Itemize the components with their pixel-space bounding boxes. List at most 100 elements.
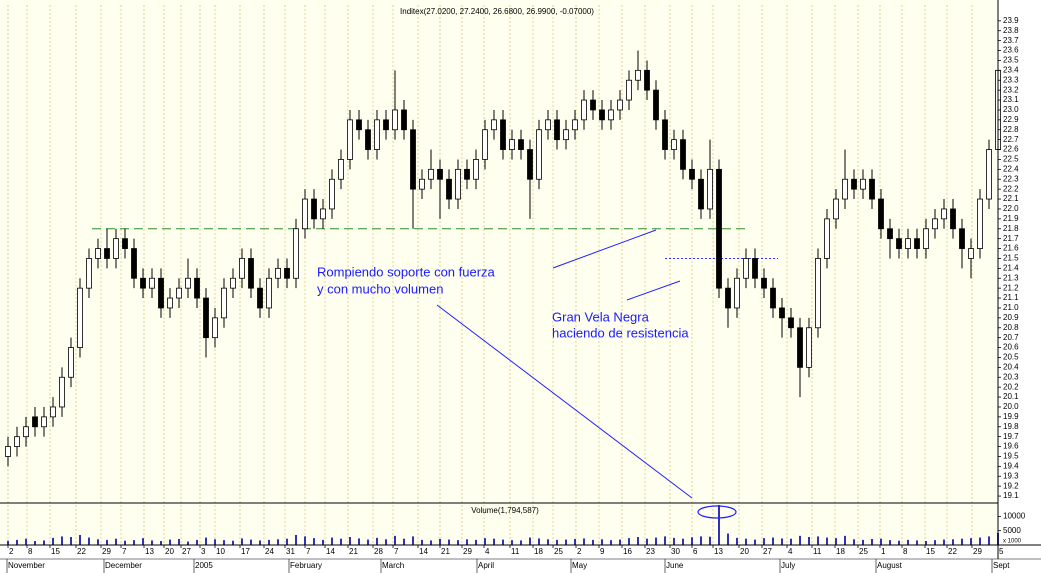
volume-bar bbox=[169, 539, 171, 545]
candle-body bbox=[887, 228, 893, 240]
candle-body bbox=[914, 238, 920, 249]
x-tick-label: 14 bbox=[326, 547, 335, 556]
y-tick-label: 23.6 bbox=[1003, 46, 1019, 55]
volume-bar bbox=[763, 538, 765, 545]
candle-body bbox=[482, 129, 488, 160]
candle-body bbox=[509, 139, 515, 150]
candle-body bbox=[23, 426, 29, 438]
volume-bar bbox=[826, 537, 828, 545]
candle-body bbox=[653, 89, 659, 121]
candle-body bbox=[545, 119, 551, 131]
candle-body bbox=[419, 178, 425, 190]
volume-bar bbox=[691, 537, 693, 545]
candle-body bbox=[815, 258, 821, 329]
volume-bar bbox=[754, 539, 756, 545]
volume-bar bbox=[565, 539, 567, 545]
y-tick-label: 19.8 bbox=[1003, 422, 1019, 431]
volume-bar bbox=[961, 538, 963, 545]
candle-body bbox=[905, 238, 911, 249]
y-tick-label: 23.5 bbox=[1003, 56, 1019, 65]
candle-body bbox=[437, 168, 443, 180]
x-tick-label: 9 bbox=[600, 547, 605, 556]
candle-body bbox=[797, 327, 803, 368]
volume-bar bbox=[601, 539, 603, 545]
candle-body bbox=[554, 119, 560, 141]
x-tick-label: 18 bbox=[534, 547, 543, 556]
candle-body bbox=[104, 248, 110, 259]
volume-bar bbox=[277, 539, 279, 545]
candle-body bbox=[158, 277, 164, 309]
y-tick-label: 19.5 bbox=[1003, 452, 1019, 461]
candle-body bbox=[473, 159, 479, 180]
y-tick-label: 20.8 bbox=[1003, 323, 1019, 332]
candle-body bbox=[455, 168, 461, 200]
volume-bar bbox=[898, 540, 900, 545]
volume-bar bbox=[133, 540, 135, 545]
volume-bar bbox=[106, 539, 108, 545]
candle-body bbox=[725, 287, 731, 309]
x-tick-label: 27 bbox=[182, 547, 191, 556]
volume-bar bbox=[421, 539, 423, 545]
annotation: Gran Vela Negra bbox=[552, 309, 650, 324]
candle-body bbox=[446, 178, 452, 200]
y-tick-label: 22.6 bbox=[1003, 145, 1019, 154]
candle-body bbox=[698, 178, 704, 210]
volume-bar bbox=[394, 535, 396, 545]
month-label: December bbox=[105, 561, 142, 570]
volume-bar bbox=[187, 541, 189, 545]
volume-bar bbox=[511, 540, 513, 545]
volume-bar bbox=[871, 539, 873, 545]
volume-unit: x 1000 bbox=[1003, 539, 1022, 545]
candle-body bbox=[284, 267, 290, 279]
annotation-ellipse bbox=[697, 505, 737, 519]
volume-bar bbox=[439, 539, 441, 545]
x-tick-label: 16 bbox=[623, 547, 632, 556]
y-tick-label: 23.2 bbox=[1003, 85, 1019, 94]
volume-bar bbox=[151, 540, 153, 545]
candle-body bbox=[176, 287, 182, 299]
candle-body bbox=[644, 69, 650, 91]
candle-body bbox=[581, 99, 587, 121]
month-label: November bbox=[8, 561, 45, 570]
candle-body bbox=[851, 178, 857, 190]
volume-bar bbox=[772, 537, 774, 545]
x-tick-label: 27 bbox=[763, 547, 772, 556]
candle-body bbox=[239, 258, 245, 279]
volume-bar bbox=[574, 539, 576, 545]
candle-body bbox=[212, 317, 218, 339]
volume-bar bbox=[916, 540, 918, 545]
candle-body bbox=[338, 159, 344, 180]
y-tick-label: 21.2 bbox=[1003, 283, 1019, 292]
x-tick-label: 4 bbox=[485, 547, 490, 556]
y-tick-label: 20.2 bbox=[1003, 382, 1019, 391]
y-tick-label: 19.7 bbox=[1003, 432, 1019, 441]
volume-bar bbox=[286, 538, 288, 545]
month-label: August bbox=[877, 561, 903, 570]
volume-bar bbox=[385, 539, 387, 545]
candle-body bbox=[806, 327, 812, 368]
volume-tick-label: 10000 bbox=[1003, 512, 1026, 521]
x-tick-label: 5 bbox=[999, 547, 1004, 556]
volume-bar bbox=[610, 540, 612, 545]
candle-body bbox=[131, 248, 137, 279]
y-tick-label: 21.0 bbox=[1003, 303, 1019, 312]
y-tick-label: 20.3 bbox=[1003, 372, 1019, 381]
x-tick-label: 6 bbox=[693, 547, 698, 556]
y-tick-label: 20.9 bbox=[1003, 313, 1019, 322]
x-tick-label: 10 bbox=[216, 547, 225, 556]
x-tick-label: 28 bbox=[374, 547, 383, 556]
candle-body bbox=[257, 287, 263, 309]
volume-bar bbox=[322, 539, 324, 545]
x-tick-label: 13 bbox=[714, 547, 723, 556]
month-label: Sept bbox=[993, 561, 1010, 570]
volume-bar bbox=[700, 536, 702, 545]
x-tick-label: 11 bbox=[813, 547, 822, 556]
annotation: haciendo de resistencia bbox=[552, 325, 689, 340]
volume-bar bbox=[331, 537, 333, 545]
candle-body bbox=[95, 248, 101, 259]
candle-body bbox=[968, 248, 974, 259]
candle-body bbox=[563, 129, 569, 141]
x-tick-label: 22 bbox=[948, 547, 957, 556]
annotation: Rompiendo soporte con fuerza bbox=[317, 264, 496, 279]
